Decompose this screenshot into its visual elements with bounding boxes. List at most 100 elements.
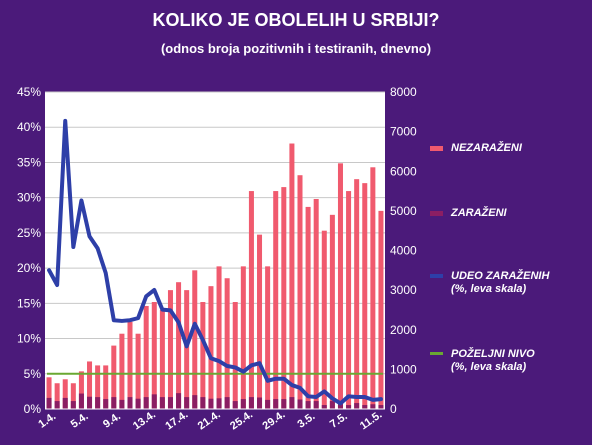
left-tick-label: 5%	[24, 367, 42, 381]
left-tick-label: 25%	[17, 226, 41, 240]
bar-positive	[87, 396, 93, 409]
legend-swatch-target	[430, 352, 443, 355]
bar-positive	[78, 393, 84, 409]
bar-positive	[305, 401, 311, 409]
plot-area	[45, 92, 385, 409]
bar-negative	[346, 191, 352, 409]
bar-positive	[248, 397, 254, 409]
x-tick-label: 17.4.	[163, 409, 190, 433]
bar-negative	[265, 266, 271, 409]
bar-positive	[216, 398, 222, 409]
x-tick-label: 5.4.	[69, 410, 91, 430]
x-tick-label: 3.5.	[295, 410, 317, 430]
bar-negative	[135, 333, 141, 409]
bar-negative	[111, 345, 117, 409]
bar-positive	[354, 403, 360, 409]
legend-share-line1: UDEO ZARAŽENIH	[451, 270, 550, 282]
bar-positive	[46, 397, 52, 409]
right-tick-label: 3000	[390, 283, 417, 297]
bar-negative	[62, 379, 68, 409]
bar-positive	[362, 405, 368, 409]
bar-negative	[167, 290, 173, 409]
x-tick-label: 29.4.	[261, 409, 288, 433]
bar-positive	[62, 397, 68, 409]
bar-positive	[159, 397, 165, 409]
bar-positive	[70, 401, 76, 409]
bar-negative	[370, 167, 376, 409]
legend-item-target: POŽELJNI NIVO (%, leva skala)	[430, 348, 535, 374]
bar-negative	[329, 214, 335, 409]
bar-positive	[176, 393, 182, 409]
bar-positive	[200, 397, 206, 409]
bar-negative	[281, 187, 287, 409]
bar-positive	[297, 399, 303, 409]
legend-swatch-negative	[430, 146, 443, 151]
legend-share-line2: (%, leva skala)	[451, 283, 527, 295]
right-axis: 0 1000 2000 3000 4000 5000 6000 7000 8000	[390, 85, 417, 416]
bar-negative	[208, 286, 214, 409]
x-tick-label: 9.4.	[101, 410, 123, 430]
legend-swatch-positive	[430, 211, 443, 216]
bar-positive	[281, 399, 287, 409]
bar-negative	[54, 383, 60, 409]
bar-negative	[321, 230, 327, 409]
legend-target-line2: (%, leva skala)	[451, 361, 527, 373]
bar-negative	[257, 234, 263, 409]
left-tick-label: 15%	[17, 296, 41, 310]
bar-negative	[232, 302, 238, 409]
bar-positive	[240, 399, 246, 409]
bar-negative	[216, 266, 222, 409]
right-tick-label: 5000	[390, 204, 417, 218]
bar-negative	[176, 282, 182, 409]
left-tick-label: 45%	[17, 85, 41, 99]
right-tick-label: 0	[390, 402, 397, 416]
legend-item-positive: ZARAŽENI	[430, 207, 507, 220]
bar-negative	[313, 198, 319, 409]
bar-negative	[248, 191, 254, 409]
legend-label-positive: ZARAŽENI	[451, 207, 507, 219]
gridlines	[45, 91, 385, 375]
bar-positive	[127, 397, 133, 409]
left-tick-label: 0%	[24, 402, 42, 416]
left-axis: 0% 5% 10% 15% 20% 25% 30% 35% 40% 45%	[17, 85, 41, 416]
bar-positive	[135, 398, 141, 409]
bar-negative	[70, 383, 76, 409]
share-line	[47, 118, 383, 406]
bar-negative	[289, 143, 295, 409]
right-tick-label: 4000	[390, 244, 417, 258]
bar-positive	[273, 399, 279, 409]
legend-swatch-share	[430, 274, 443, 278]
bar-positive	[232, 401, 238, 409]
bar-negative	[337, 163, 343, 409]
bar-positive	[378, 405, 384, 409]
legend-target-line1: POŽELJNI NIVO	[451, 348, 535, 360]
bar-positive	[289, 397, 295, 409]
bar-positive	[329, 401, 335, 409]
bar-positive	[119, 399, 125, 409]
left-tick-label: 30%	[17, 191, 41, 205]
bar-positive	[257, 397, 263, 409]
bar-positive	[95, 397, 101, 409]
bar-negative	[78, 371, 84, 409]
right-tick-label: 7000	[390, 125, 417, 139]
bar-positive	[103, 399, 109, 409]
legend-label-share: UDEO ZARAŽENIH (%, leva skala)	[451, 270, 549, 296]
right-tick-label: 2000	[390, 323, 417, 337]
legend-label-negative: NEZARAŽENI	[451, 142, 522, 154]
bar-negative	[362, 183, 368, 409]
bar-positive	[111, 397, 117, 409]
bar-negative	[46, 377, 52, 409]
bar-positive	[143, 397, 149, 409]
bar-positive	[337, 403, 343, 409]
lines	[47, 118, 383, 406]
bar-negative	[103, 365, 109, 409]
bar-negative	[378, 210, 384, 409]
bar-negative	[151, 302, 157, 409]
x-tick-label: 11.5.	[358, 409, 384, 433]
bar-positive	[265, 399, 271, 409]
left-tick-label: 10%	[17, 332, 41, 346]
bar-negative	[297, 175, 303, 409]
bar-negative	[119, 333, 125, 409]
bar-negative	[192, 270, 198, 409]
right-tick-label: 6000	[390, 164, 417, 178]
